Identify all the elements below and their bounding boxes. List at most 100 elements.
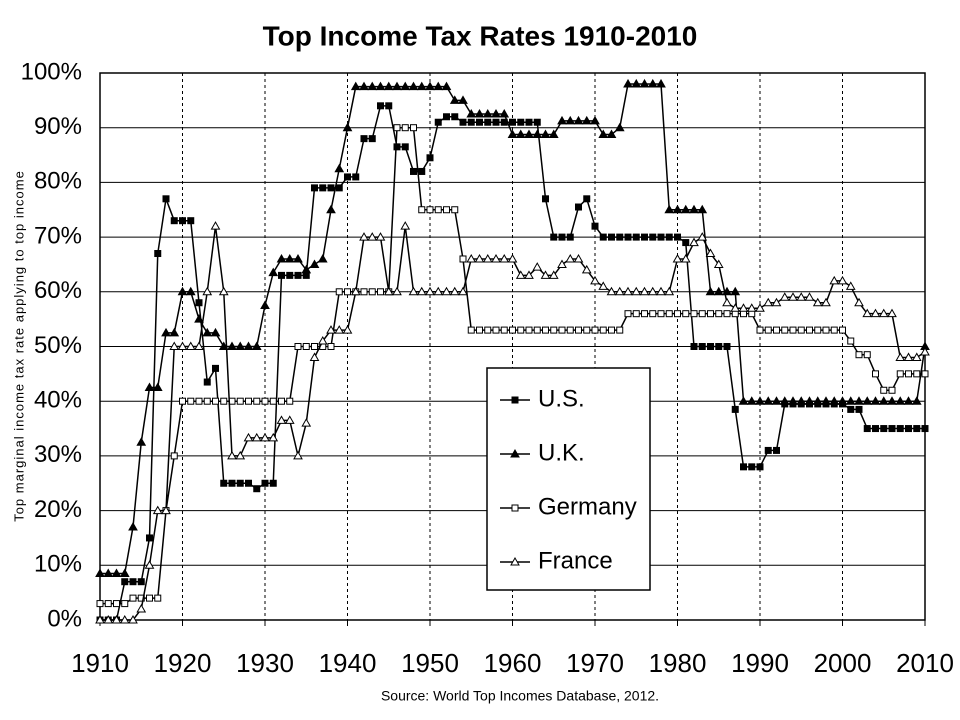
data-point [921,370,929,378]
data-point [862,396,873,405]
data-point [845,396,856,405]
data-point [548,129,559,139]
data-point [251,341,262,350]
data-point [887,396,897,405]
data-point [146,594,153,602]
data-point [202,327,213,337]
data-point [616,326,624,334]
data-point [326,325,336,334]
data-point [146,534,153,542]
data-point [756,326,764,334]
data-point [895,396,906,405]
data-point [837,396,848,405]
data-point [458,286,468,296]
data-point [128,614,138,624]
data-point [649,233,657,241]
data-point [129,594,137,602]
data-point [212,397,219,405]
data-point [161,505,171,515]
data-point [583,195,591,203]
data-point [870,396,881,405]
data-point [616,233,624,241]
data-point [220,397,228,405]
data-point [251,432,262,442]
data-point [525,118,533,126]
data-point [327,184,335,192]
data-point [723,343,731,350]
data-point [449,95,460,104]
data-point [499,253,510,263]
data-point [796,396,807,405]
data-point [748,463,756,471]
x-tick-label: 2000 [814,648,872,678]
data-point [705,248,716,258]
data-point [492,118,500,126]
data-point [921,425,929,433]
data-point [920,346,930,356]
data-point [294,343,302,350]
data-point [707,343,714,350]
data-point [278,397,285,405]
data-point [698,343,706,350]
data-point [368,135,376,143]
data-point [269,397,277,405]
data-point [467,326,475,334]
data-point [392,286,402,296]
data-point [276,415,287,424]
source-note: Source: World Top Incomes Database, 2012… [381,688,659,704]
data-point [763,297,774,307]
data-point [614,286,625,296]
data-point [220,479,228,487]
data-point [715,343,723,350]
data-point [690,343,698,350]
data-point [548,270,559,279]
data-point [689,204,699,214]
data-point [606,286,617,296]
data-point [344,173,351,181]
data-point [550,233,558,241]
data-point [260,432,270,442]
data-point [400,221,411,230]
data-point [806,326,813,334]
data-point [433,81,444,91]
data-point [781,326,789,334]
data-point [863,425,871,433]
data-point [746,303,757,312]
data-point [121,600,129,608]
data-point [788,396,798,405]
data-point [128,522,138,531]
data-point [763,396,774,405]
data-point [302,343,310,350]
data-point [647,286,658,296]
data-point [425,286,435,296]
data-point [672,253,683,263]
data-point [104,600,112,608]
data-point [113,600,120,608]
x-tick-label: 1970 [566,648,624,678]
data-point [880,425,888,433]
x-tick-label: 2010 [896,648,954,678]
legend-marker [510,448,520,458]
data-point [393,143,401,151]
data-point [788,292,798,301]
data-point [738,396,749,405]
data-point [467,118,475,126]
data-point [632,233,640,241]
data-point [540,270,551,279]
data-point [862,308,873,318]
data-point [286,397,294,405]
data-point [482,253,493,263]
data-point [558,233,566,241]
x-tick-label: 1950 [401,648,459,678]
data-point [499,109,510,118]
data-point [227,341,237,350]
data-point [375,81,386,91]
data-point [581,115,592,125]
data-point [284,253,295,263]
data-point [905,425,912,433]
data-point [245,397,252,405]
legend-label: U.S. [538,385,585,412]
data-point [243,341,254,350]
data-point [773,326,780,334]
